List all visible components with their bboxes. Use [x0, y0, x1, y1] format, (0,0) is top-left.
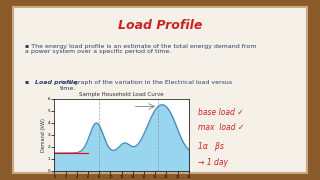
Y-axis label: Demand (kW): Demand (kW) — [41, 118, 46, 152]
Text: → 1 day: → 1 day — [198, 158, 228, 167]
Text: 1α   βs: 1α βs — [198, 142, 224, 151]
Text: is a graph of the variation in the Electrical load versus
time.: is a graph of the variation in the Elect… — [59, 80, 232, 91]
Text: max  load ✓: max load ✓ — [198, 123, 244, 132]
Text: base load ✓: base load ✓ — [198, 108, 244, 117]
Title: Sample Household Load Curve: Sample Household Load Curve — [79, 92, 164, 97]
Text: Load Profile: Load Profile — [118, 19, 202, 32]
Text: Load profile: Load profile — [35, 80, 77, 85]
FancyBboxPatch shape — [13, 7, 307, 173]
Text: ▪ The energy load profile is an estimate of the total energy demand from
a power: ▪ The energy load profile is an estimate… — [25, 44, 256, 54]
Text: ▪: ▪ — [25, 80, 31, 85]
